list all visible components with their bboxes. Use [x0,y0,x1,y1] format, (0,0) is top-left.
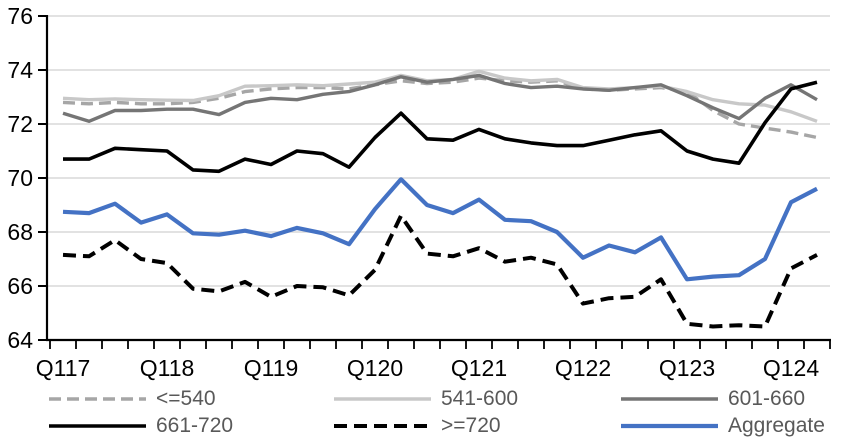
y-tick-label: 70 [7,165,33,191]
x-tick-label: Q117 [36,355,91,381]
series-line-661-720 [63,80,818,174]
legend-item-aggregate: Aggregate [620,414,825,438]
legend-swatch [621,423,718,429]
series-line-540 [62,76,818,140]
y-tick-label: 66 [7,273,33,299]
y-tick-label: 68 [7,219,33,245]
legend-swatch [49,424,146,428]
legend-swatch [621,397,718,401]
series-line-541-600 [62,69,818,123]
legend-swatch [334,424,431,428]
legend-item-601-660: 601-660 [620,387,805,411]
legend-label: 661-720 [156,414,234,437]
series-line-aggregate [62,177,818,282]
y-tick-label: 72 [7,111,33,137]
series-line-720 [62,213,818,329]
legend-label: >=720 [441,414,501,437]
y-tick-label: 76 [7,3,33,29]
legend-item-541-600: 541-600 [333,387,518,411]
y-tick-label: 74 [7,57,33,83]
series-line-601-660 [62,73,818,124]
x-tick-label: Q118 [140,355,195,381]
x-tick-label: Q119 [244,355,299,381]
x-tick-label: Q122 [555,355,611,381]
legend-label: 541-600 [441,387,519,410]
legend-item-720: >=720 [333,414,501,438]
legend-label: <=540 [156,387,216,410]
x-tick-label: Q121 [451,355,507,381]
legend-item-540: <=540 [48,387,216,411]
legend-item-661-720: 661-720 [48,414,233,438]
legend-label: 601-660 [728,387,806,410]
x-tick-label: Q120 [347,355,403,381]
legend-label: Aggregate [728,414,825,437]
legend-swatch [334,397,431,401]
y-tick-label: 64 [7,327,33,353]
x-tick-label: Q123 [659,355,715,381]
x-tick-label: Q124 [763,355,819,381]
legend-swatch [49,397,146,401]
